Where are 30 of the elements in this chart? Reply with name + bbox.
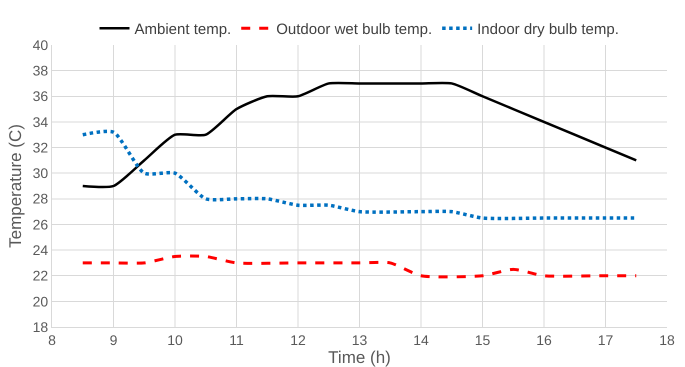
- x-tick-label: 16: [536, 332, 552, 348]
- x-tick-label: 11: [229, 332, 244, 348]
- y-tick-label: 22: [32, 268, 48, 284]
- x-axis-title: Time (h): [328, 348, 391, 367]
- y-tick-label: 24: [32, 242, 48, 258]
- line-series: [82, 82, 638, 188]
- y-tick-label: 32: [32, 139, 48, 156]
- x-tick-label: 8: [48, 332, 56, 348]
- y-axis-title: Temperature (C): [6, 124, 26, 248]
- x-tick-label: 9: [110, 332, 118, 348]
- legend-label: Indoor dry bulb temp.: [477, 21, 619, 38]
- legend-label: Ambient temp.: [134, 21, 232, 38]
- x-tick-label: 18: [659, 332, 675, 348]
- y-tick-label: 26: [32, 216, 48, 232]
- x-tick-label: 14: [413, 332, 429, 348]
- y-tick-label: 40: [32, 36, 48, 53]
- x-tick-label: 17: [598, 332, 614, 348]
- y-tick-label: 20: [32, 293, 48, 310]
- y-tick-label: 30: [32, 165, 48, 182]
- y-tick-label: 28: [32, 190, 48, 207]
- x-tick-label: 13: [352, 332, 368, 348]
- line-series: [81, 254, 638, 278]
- y-tick-label: 38: [32, 62, 48, 79]
- y-tick-label: 34: [32, 114, 48, 130]
- y-tick-label: 36: [32, 88, 48, 104]
- x-tick-label: 12: [290, 332, 306, 348]
- legend-label: Outdoor wet bulb temp.: [276, 21, 432, 38]
- y-tick-label: 18: [32, 318, 48, 335]
- x-tick-label: 15: [474, 332, 490, 348]
- x-tick-label: 10: [167, 332, 183, 348]
